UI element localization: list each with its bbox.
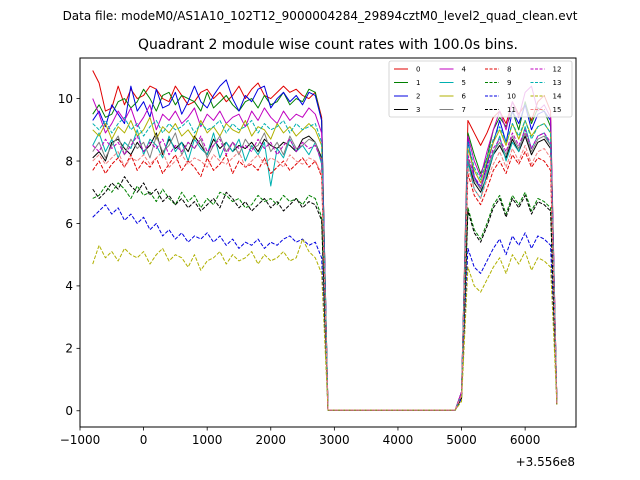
series-line-15 [92,144,558,411]
legend-label-9: 9 [507,79,511,87]
y-tick-label: 6 [65,217,73,231]
y-tick-label: 4 [65,279,73,293]
y-tick-label: 8 [65,154,73,168]
series-line-2 [92,79,558,411]
x-tick-label: −1000 [60,433,101,447]
x-tick-label: 1000 [192,433,223,447]
x-tick-label: 5000 [446,433,477,447]
y-tick-label: 0 [65,404,73,418]
legend-label-10: 10 [507,93,516,101]
x-axis: −1000 0 1000 2000 3000 4000 5000 6000 [60,427,541,447]
x-tick-label: 3000 [319,433,350,447]
series-line-10 [92,204,558,411]
legend-label-7: 7 [462,106,466,114]
plot-frame [79,57,577,428]
chart-title: Quadrant 2 module wise count rates with … [138,37,518,53]
series-line-6 [92,116,558,411]
legend-label-15: 15 [553,106,562,114]
legend-label-3: 3 [416,106,420,114]
x-tick-label: 0 [140,433,148,447]
legend-label-12: 12 [553,66,562,74]
y-tick-label: 10 [58,92,73,106]
legend-label-2: 2 [416,93,420,101]
series-line-14 [92,238,558,411]
legend-label-13: 13 [553,79,562,87]
figure-suptitle: Data file: modeM0/AS1A10_102T12_90000042… [63,9,578,23]
x-tick-label: 6000 [510,433,541,447]
y-tick-label: 2 [65,342,73,356]
legend-label-8: 8 [507,66,511,74]
x-tick-label: 4000 [383,433,414,447]
legend-label-5: 5 [462,79,466,87]
legend-label-1: 1 [416,79,420,87]
legend-label-4: 4 [462,66,467,74]
x-tick-label: 2000 [255,433,286,447]
legend-label-14: 14 [553,93,562,101]
series-line-0 [92,70,558,411]
legend-box [388,60,573,118]
series-line-11 [92,176,558,411]
series-layer [92,70,558,411]
y-axis: 0 2 4 6 8 10 [58,92,80,418]
legend-label-0: 0 [416,66,420,74]
legend-label-6: 6 [462,93,467,101]
legend-label-11: 11 [507,106,516,114]
x-offset-label: +3.556e8 [516,455,575,469]
